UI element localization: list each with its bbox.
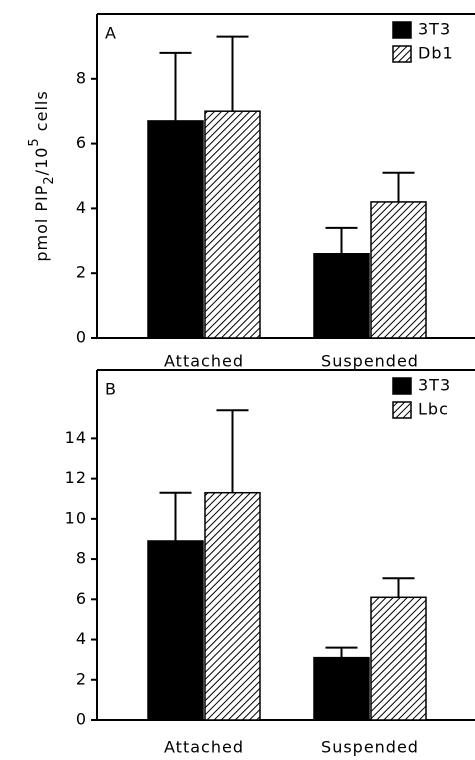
bar [370, 596, 427, 721]
panel-label: A [105, 24, 117, 43]
y-tick-label: 6 [76, 589, 87, 608]
legend-label: 3T3 [418, 376, 451, 395]
y-tick-label: 4 [76, 629, 87, 648]
x-tick-label: Attached [164, 738, 244, 757]
bar [204, 110, 261, 339]
y-tick-label: 10 [65, 508, 87, 527]
y-tick-label: 12 [65, 468, 87, 487]
legend-label: Lbc [418, 400, 449, 419]
legend-swatch [392, 401, 412, 419]
y-axis-label: pmol PIP2/105 cells [27, 90, 57, 261]
y-tick-label: 0 [76, 328, 87, 347]
bar [313, 656, 370, 721]
y-axis-label-part: cells [32, 90, 51, 137]
y-tick-label: 8 [76, 68, 87, 87]
x-tick-label: Attached [164, 352, 244, 371]
bar [204, 491, 261, 721]
y-tick-label: 8 [76, 549, 87, 568]
panel-label: B [105, 380, 117, 399]
x-tick-label: Suspended [321, 738, 419, 757]
y-axis-label-part: pmol PIP [32, 185, 51, 262]
y-tick-label: 14 [65, 428, 87, 447]
y-tick-label: 4 [76, 198, 87, 217]
legend-label: 3T3 [418, 20, 451, 39]
legend-swatch [392, 21, 412, 39]
legend-swatch [392, 45, 412, 63]
y-tick-label: 0 [76, 710, 87, 729]
legend-label: Db1 [418, 44, 454, 63]
legend-swatch [392, 377, 412, 395]
y-axis-label-part: 2 [42, 175, 57, 184]
bar [147, 540, 204, 721]
y-axis-label-part: /10 [32, 147, 51, 176]
y-tick-label: 6 [76, 133, 87, 152]
y-axis-label-part: 5 [27, 137, 42, 146]
y-tick-label: 2 [76, 263, 87, 282]
bar [313, 253, 370, 339]
y-tick-label: 2 [76, 669, 87, 688]
x-tick-label: Suspended [321, 352, 419, 371]
bar [147, 120, 204, 339]
bar [370, 201, 427, 339]
